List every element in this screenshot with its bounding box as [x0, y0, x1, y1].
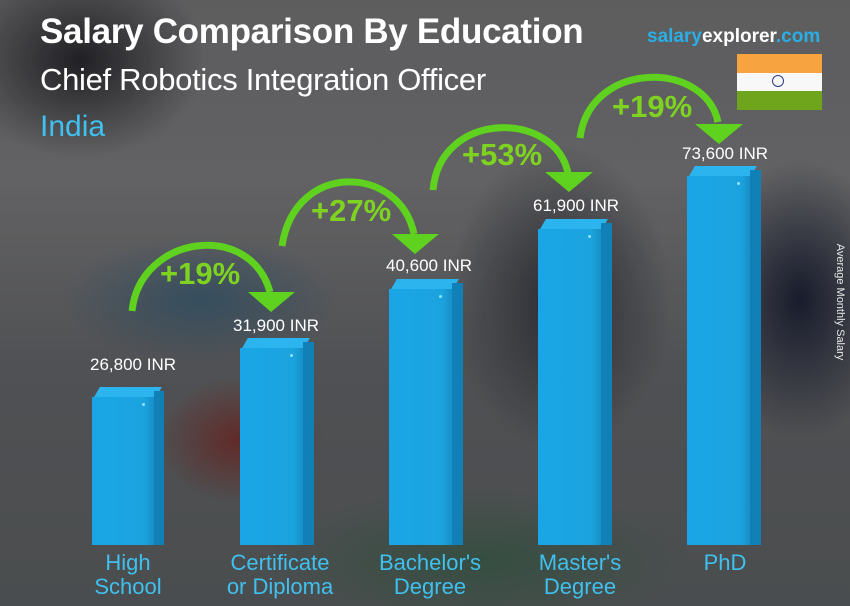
arrow-icon [128, 241, 274, 312]
bar-high-school [92, 387, 164, 545]
arrow-head-icon [392, 234, 439, 254]
increase-label-2: +27% [311, 193, 392, 228]
bar-masters [538, 219, 612, 545]
chakra-icon [772, 74, 784, 87]
brand-part-salary: salary [647, 26, 702, 47]
brand-part-explorer: explorer [701, 26, 776, 47]
bar-phd [687, 166, 761, 545]
bar-certificate [240, 338, 314, 545]
arrow-icon [278, 178, 418, 247]
arrow-icon [429, 124, 572, 191]
arrow-head-icon [248, 292, 295, 312]
country-label: India [40, 110, 106, 143]
category-label-bachelors: Bachelor's Degree [378, 550, 482, 599]
value-label-phd: 73,600 INR [682, 144, 768, 163]
category-label-certificate: Certificate or Diploma [226, 550, 334, 599]
chart-title: Salary Comparison By Education [40, 12, 584, 51]
value-label-certificate: 31,900 INR [233, 316, 319, 335]
brand-logo[interactable]: salaryexplorer.com [647, 26, 820, 48]
bar-bachelors [389, 279, 463, 545]
arrow-icon [576, 73, 722, 139]
india-flag-icon [737, 54, 822, 110]
arrow-head-icon [545, 172, 593, 192]
value-label-masters: 61,900 INR [533, 196, 619, 215]
increase-label-4: +19% [612, 89, 693, 124]
increase-label-3: +53% [462, 137, 543, 172]
job-title: Chief Robotics Integration Officer [40, 62, 486, 97]
arrow-head-icon [695, 124, 743, 144]
brand-part-com: .com [775, 26, 821, 47]
increase-label-1: +19% [160, 256, 241, 291]
category-label-phd: PhD [703, 550, 747, 575]
category-label-high-school: High School [94, 550, 162, 599]
value-label-high-school: 26,800 INR [90, 355, 176, 374]
value-label-bachelors: 40,600 INR [386, 256, 472, 275]
category-label-masters: Master's Degree [538, 550, 622, 599]
